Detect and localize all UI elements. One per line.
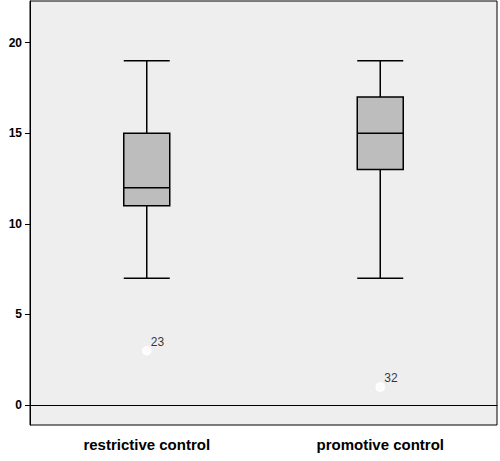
svg-text:15: 15 [9,126,23,140]
svg-text:10: 10 [9,217,23,231]
svg-text:20: 20 [9,36,23,50]
svg-text:promotive control: promotive control [316,436,444,453]
svg-text:23: 23 [151,335,165,349]
svg-text:restrictive control: restrictive control [83,436,210,453]
svg-text:32: 32 [384,371,398,385]
svg-text:5: 5 [15,307,22,321]
svg-text:0: 0 [15,398,22,412]
